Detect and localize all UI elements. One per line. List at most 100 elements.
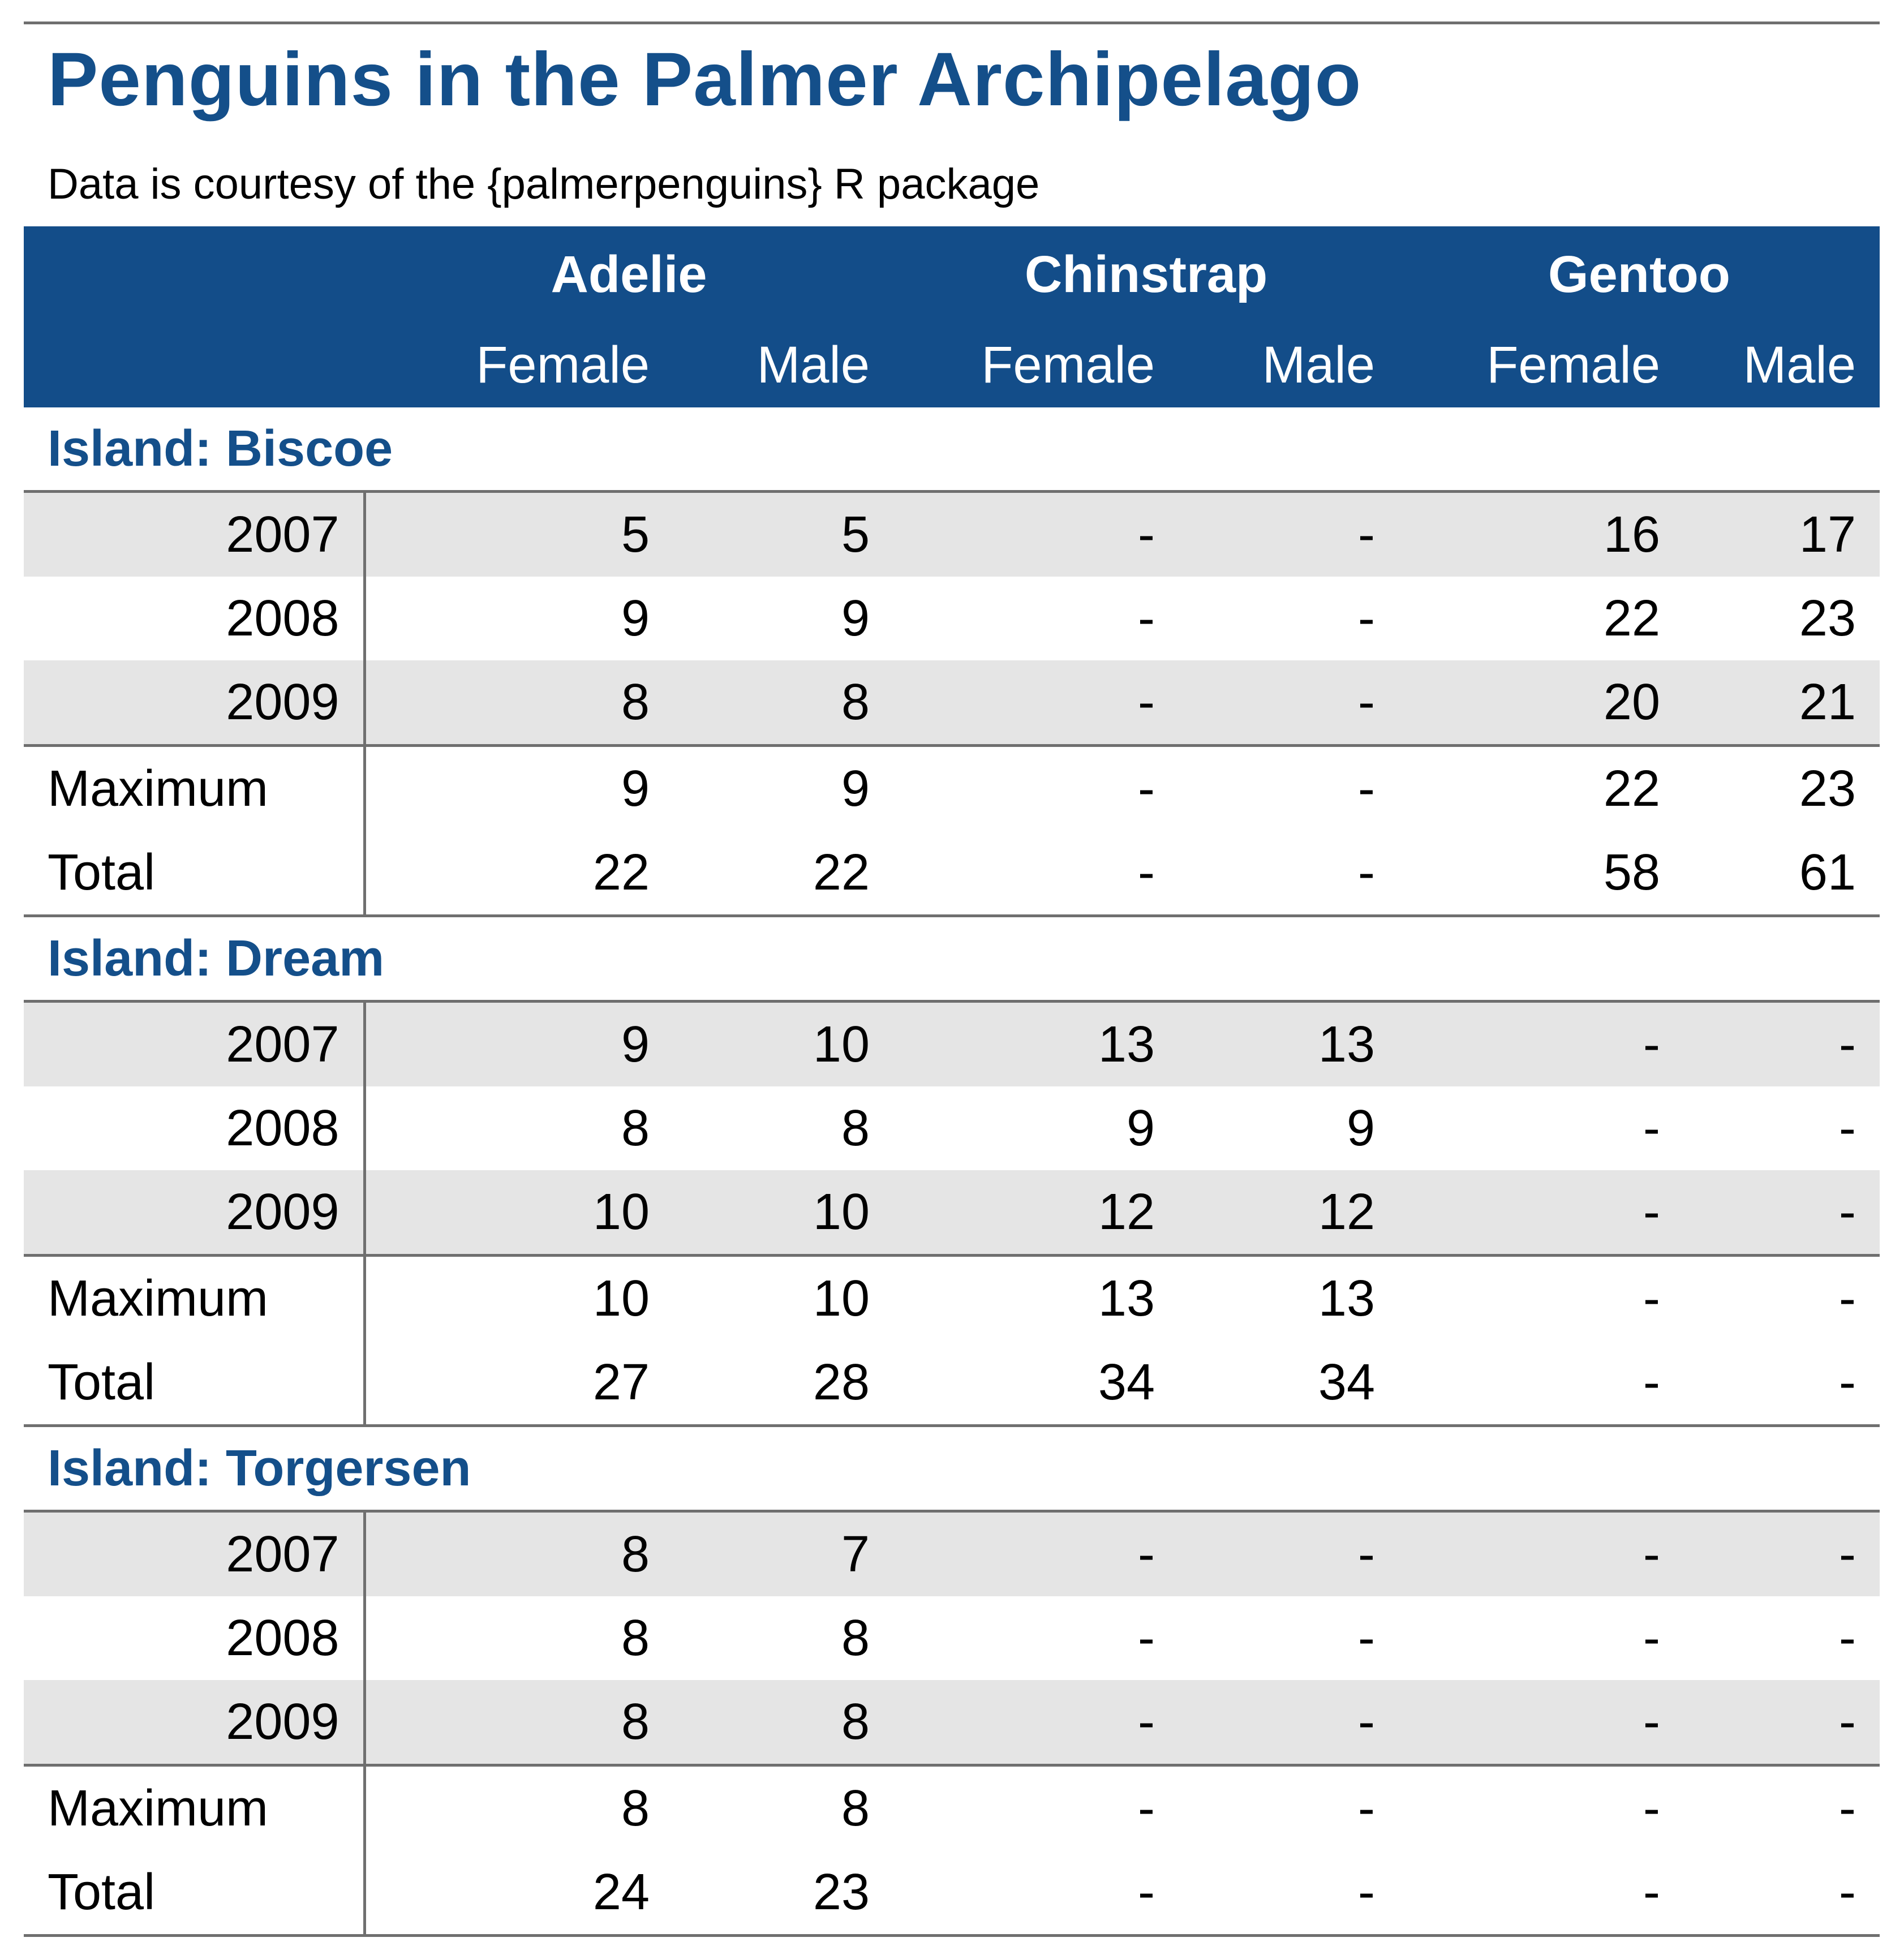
summary-cell-gentoo-male: - xyxy=(1684,1850,1880,1937)
cell-gentoo-female: - xyxy=(1643,1099,1660,1157)
group-label: Island: Dream xyxy=(24,916,1880,1003)
sex-header-gentoo-male: Male xyxy=(1684,323,1880,407)
summary-cell-chinstrap-female: 13 xyxy=(893,1254,1179,1341)
table-row: 2009 8 8- -20 21 xyxy=(24,660,1880,746)
sex-header-row: Female Male Female Male Female Male xyxy=(24,323,1880,407)
table-body: Island: Biscoe 2007 5 5- -16 17 2008 9 9- -22 23 20… xyxy=(24,407,1880,1937)
cell-chinstrap-male: - xyxy=(1179,660,1399,746)
cell-chinstrap-male: 9 xyxy=(1346,1099,1375,1157)
table-row: 2008 9 9 - - 22 23 xyxy=(24,577,1880,660)
cell-gentoo-male: - xyxy=(1839,1609,1856,1666)
summary-row: Maximum 9 9- -22 23 xyxy=(24,744,1880,831)
sex-header-chinstrap-male: Male xyxy=(1179,323,1399,407)
summary-cell-chinstrap-female: 34 xyxy=(893,1341,1179,1427)
sex-header-chinstrap-female: Female xyxy=(893,323,1179,407)
summary-row: Maximum 8 8- - - - xyxy=(24,1764,1880,1850)
row-year: 2008 xyxy=(24,1596,366,1680)
summary-label: Total xyxy=(24,1341,366,1427)
summary-cell-gentoo-female: 22 xyxy=(1399,744,1684,831)
group-row: Island: Biscoe xyxy=(24,407,1880,493)
cell-gentoo-male: 23 xyxy=(1799,590,1856,647)
summary-cell-adelie-female: 27 xyxy=(364,1341,673,1427)
cell-chinstrap-female: 12 xyxy=(893,1170,1179,1256)
summary-label: Maximum xyxy=(24,744,366,831)
summary-label: Total xyxy=(24,1850,366,1937)
cell-gentoo-male: - xyxy=(1684,1170,1880,1256)
summary-cell-gentoo-male: 23 xyxy=(1684,744,1880,831)
row-year: 2009 xyxy=(24,1170,366,1256)
table-subtitle: Data is courtesy of the {palmerpenguins}… xyxy=(48,160,1040,208)
cell-gentoo-male: - xyxy=(1684,1001,1880,1086)
cell-chinstrap-male: - xyxy=(1179,1511,1399,1596)
species-header-chinstrap: Chinstrap xyxy=(893,226,1399,323)
species-header-row: Adelie Chinstrap Gentoo xyxy=(24,226,1880,323)
stub-header xyxy=(24,226,364,323)
summary-cell-adelie-male: 28 xyxy=(673,1341,893,1427)
cell-adelie-female: 8 xyxy=(621,1099,650,1157)
cell-adelie-female: 9 xyxy=(364,1001,673,1086)
cell-chinstrap-female: 13 xyxy=(893,1001,1179,1086)
cell-adelie-male: 7 xyxy=(673,1511,893,1596)
row-year: 2008 xyxy=(24,1086,366,1170)
summary-cell-chinstrap-male: - xyxy=(1179,1850,1399,1937)
summary-cell-gentoo-female: - xyxy=(1399,1341,1684,1427)
summary-cell-adelie-male: 10 xyxy=(673,1254,893,1341)
summary-cell-chinstrap-female: - xyxy=(893,1850,1179,1937)
summary-cell-chinstrap-female: - xyxy=(893,831,1179,917)
summary-cell-gentoo-female: - xyxy=(1399,1850,1684,1937)
summary-cell-gentoo-male: - xyxy=(1684,1341,1880,1427)
summary-cell-adelie-male: 8 xyxy=(673,1764,893,1850)
summary-cell-adelie-male: 9 xyxy=(673,744,893,831)
cell-gentoo-male: - xyxy=(1684,1511,1880,1596)
table-row: 2007 8 7- - - - xyxy=(24,1511,1880,1596)
summary-cell-gentoo-male: 61 xyxy=(1684,831,1880,917)
cell-chinstrap-male: - xyxy=(1358,590,1375,647)
table-title: Penguins in the Palmer Archipelago xyxy=(48,37,1362,122)
cell-chinstrap-male: 13 xyxy=(1179,1001,1399,1086)
cell-adelie-male: 10 xyxy=(673,1170,893,1256)
cell-chinstrap-female: 9 xyxy=(1126,1099,1155,1157)
cell-gentoo-female: 22 xyxy=(1603,590,1660,647)
row-year: 2008 xyxy=(24,577,366,660)
summary-cell-adelie-male: 22 xyxy=(673,831,893,917)
summary-cell-gentoo-female: 58 xyxy=(1399,831,1684,917)
summary-cell-adelie-female: 9 xyxy=(364,744,673,831)
cell-gentoo-female: - xyxy=(1399,1511,1684,1596)
summary-cell-chinstrap-male: - xyxy=(1179,831,1399,917)
table-header: Adelie Chinstrap Gentoo Female Male Fema… xyxy=(24,226,1880,407)
table-row: 2009 10 10 12 12- - xyxy=(24,1170,1880,1256)
sex-header-adelie-male: Male xyxy=(673,323,893,407)
row-year: 2007 xyxy=(24,1001,366,1086)
cell-adelie-female: 8 xyxy=(364,660,673,746)
cell-adelie-male: 5 xyxy=(673,491,893,577)
cell-adelie-female: 9 xyxy=(621,590,650,647)
species-header-gentoo: Gentoo xyxy=(1399,226,1880,323)
cell-chinstrap-female: - xyxy=(893,1680,1179,1765)
summary-cell-adelie-female: 22 xyxy=(364,831,673,917)
cell-chinstrap-female: - xyxy=(1138,1609,1155,1666)
summary-cell-adelie-male: 23 xyxy=(673,1850,893,1937)
penguin-table: Adelie Chinstrap Gentoo Female Male Fema… xyxy=(24,226,1880,1937)
summary-cell-gentoo-female: - xyxy=(1399,1254,1684,1341)
group-label: Island: Biscoe xyxy=(24,407,1880,493)
summary-label: Maximum xyxy=(24,1764,366,1850)
cell-chinstrap-male: 12 xyxy=(1179,1170,1399,1256)
row-year: 2007 xyxy=(24,1511,366,1596)
cell-chinstrap-female: - xyxy=(1138,590,1155,647)
cell-adelie-male: 8 xyxy=(673,1680,893,1765)
summary-cell-chinstrap-male: - xyxy=(1179,744,1399,831)
cell-adelie-male: 8 xyxy=(673,660,893,746)
summary-label: Total xyxy=(24,831,366,917)
summary-cell-chinstrap-male: 13 xyxy=(1179,1254,1399,1341)
summary-cell-chinstrap-male: - xyxy=(1179,1764,1399,1850)
table-row: 2008 8 8 - - - - xyxy=(24,1596,1880,1680)
cell-gentoo-female: - xyxy=(1399,1680,1684,1765)
cell-chinstrap-male: - xyxy=(1179,1680,1399,1765)
cell-gentoo-female: - xyxy=(1643,1609,1660,1666)
summary-row: Total 24 23- - - - xyxy=(24,1850,1880,1937)
stub-header-sub xyxy=(24,323,364,407)
cell-gentoo-female: 16 xyxy=(1399,491,1684,577)
top-rule xyxy=(24,22,1880,24)
summary-row: Maximum 10 10 13 13- - xyxy=(24,1254,1880,1341)
sex-header-adelie-female: Female xyxy=(364,323,673,407)
